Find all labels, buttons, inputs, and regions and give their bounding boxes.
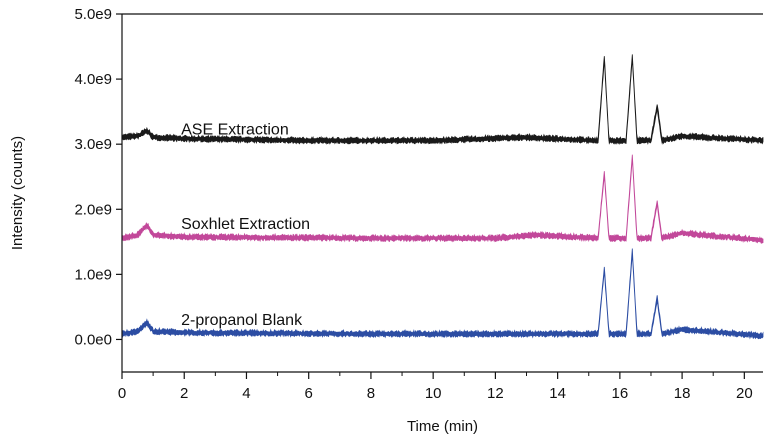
x-tick-label: 0 <box>118 385 126 402</box>
series-ase-extraction <box>121 54 764 145</box>
y-axis-label: Intensity (counts) <box>9 136 26 250</box>
x-tick-label: 8 <box>367 385 375 402</box>
x-tick-label: 4 <box>242 385 250 402</box>
x-tick-label: 14 <box>549 385 566 402</box>
series-label: 2-propanol Blank <box>181 312 303 329</box>
x-tick-label: 20 <box>736 385 753 402</box>
y-tick-label: 0.0e0 <box>74 331 112 348</box>
axes-layer: 0.0e0 1.0e9 2.0e9 3.0e9 4.0e9 5.0e9 0 2 4 6 8 10 12 1… <box>74 6 763 402</box>
series-trace <box>121 154 764 244</box>
series-soxhlet-extraction <box>121 154 764 244</box>
series-trace <box>121 248 764 340</box>
series-label: Soxhlet Extraction <box>181 216 310 233</box>
y-tick-label: 5.0e9 <box>74 6 112 23</box>
annotation-layer: ASE Extraction Soxhlet Extraction 2-propan… <box>181 121 310 329</box>
x-tick-label: 12 <box>487 385 504 402</box>
x-tick-label: 2 <box>180 385 188 402</box>
series-trace <box>121 54 764 145</box>
x-tick-label: 6 <box>305 385 313 402</box>
x-axis-label: Time (min) <box>407 418 478 435</box>
y-tick-label: 3.0e9 <box>74 136 112 153</box>
y-tick-label: 2.0e9 <box>74 201 112 218</box>
x-tick-label: 10 <box>425 385 442 402</box>
x-tick-label: 18 <box>674 385 691 402</box>
y-tick-label: 4.0e9 <box>74 71 112 88</box>
series-layer <box>121 54 764 340</box>
x-tick-label: 16 <box>612 385 629 402</box>
series-2-propanol-blank <box>121 248 764 340</box>
y-tick-label: 1.0e9 <box>74 266 112 283</box>
series-label: ASE Extraction <box>181 121 289 138</box>
